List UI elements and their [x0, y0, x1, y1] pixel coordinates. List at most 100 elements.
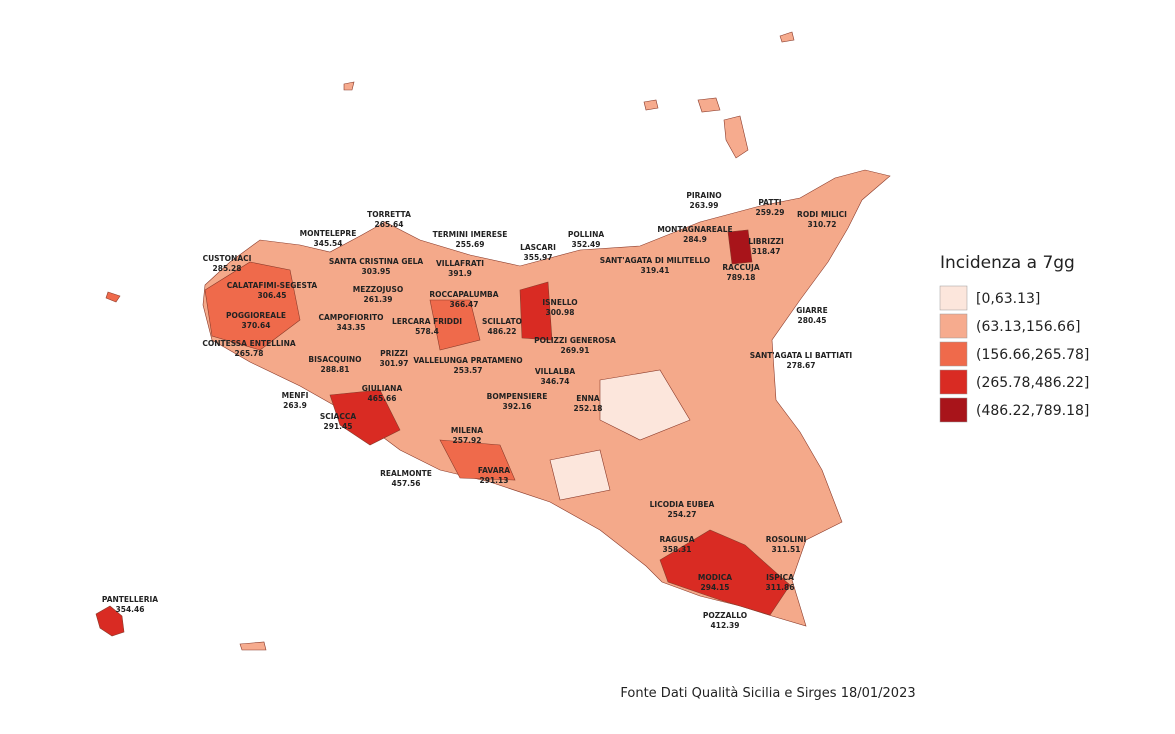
incidence-value: 278.67 — [787, 361, 816, 370]
place-name: TORRETTA — [367, 210, 411, 219]
place-name: REALMONTE — [380, 469, 432, 478]
place-name: LERCARA FRIDDI — [392, 317, 462, 326]
legend-swatch — [939, 285, 968, 311]
place-name: MODICA — [698, 573, 732, 582]
legend-label: (156.66,265.78] — [976, 347, 1089, 363]
place-name: VILLALBA — [535, 367, 575, 376]
incidence-value: 311.51 — [772, 545, 801, 554]
island-shapes — [95, 31, 891, 651]
incidence-value: 354.46 — [116, 605, 145, 614]
incidence-value: 352.49 — [572, 240, 601, 249]
legend-swatch — [939, 397, 968, 423]
region-patch — [519, 281, 553, 341]
incidence-value: 345.54 — [314, 239, 343, 248]
region-patch — [329, 389, 401, 446]
place-name: VALLELUNGA PRATAMENO — [413, 356, 522, 365]
incidence-value: 253.57 — [454, 366, 483, 375]
incidence-value: 789.18 — [727, 273, 756, 282]
place-name: LIBRIZZI — [748, 237, 784, 246]
legend-swatch — [939, 341, 968, 367]
region-patch — [659, 529, 791, 616]
incidence-value: 319.41 — [641, 266, 670, 275]
place-name: CALATAFIMI-SEGESTA — [227, 281, 318, 290]
incidence-value: 318.47 — [752, 247, 781, 256]
islet — [239, 641, 267, 651]
incidence-value: 310.72 — [808, 220, 837, 229]
place-name: LASCARI — [520, 243, 556, 252]
incidence-value: 301.97 — [380, 359, 409, 368]
legend-swatch — [939, 313, 968, 339]
incidence-value: 280.45 — [798, 316, 827, 325]
incidence-value: 346.74 — [541, 377, 570, 386]
legend-label: [0,63.13] — [976, 291, 1040, 307]
place-name: VILLAFRATI — [436, 259, 484, 268]
place-name: ISPICA — [766, 573, 794, 582]
place-name: PANTELLERIA — [102, 595, 158, 604]
place-name: TERMINI IMERESE — [433, 230, 508, 239]
incidence-value: 255.69 — [456, 240, 485, 249]
incidence-value: 257.92 — [453, 436, 482, 445]
incidence-value: 412.39 — [711, 621, 740, 630]
place-name: POLIZZI GENEROSA — [534, 336, 616, 345]
place-name: CAMPOFIORITO — [319, 313, 384, 322]
incidence-value: 370.64 — [242, 321, 271, 330]
incidence-value: 291.45 — [324, 422, 353, 431]
place-name: ROSOLINI — [766, 535, 807, 544]
region-patch — [429, 299, 481, 351]
incidence-value: 465.66 — [368, 394, 397, 403]
incidence-value: 288.81 — [321, 365, 350, 374]
place-name: ISNELLO — [542, 298, 577, 307]
incidence-value: 269.91 — [561, 346, 590, 355]
incidence-value: 343.35 — [337, 323, 366, 332]
incidence-value: 457.56 — [392, 479, 421, 488]
incidence-value: 263.99 — [690, 201, 719, 210]
incidence-value: 263.9 — [283, 401, 307, 410]
incidence-value: 392.16 — [503, 402, 532, 411]
place-name: MENFI — [282, 391, 309, 400]
incidence-value: 254.27 — [668, 510, 697, 519]
place-name: MILENA — [451, 426, 483, 435]
incidence-value: 261.39 — [364, 295, 393, 304]
incidence-value: 578.4 — [415, 327, 439, 336]
pantelleria — [95, 605, 125, 637]
place-name: FAVARA — [478, 466, 510, 475]
place-name: SCIACCA — [320, 412, 357, 421]
place-name: PIRAINO — [686, 191, 721, 200]
incidence-value: 294.15 — [701, 583, 730, 592]
legend-label: (63.13,156.66] — [976, 319, 1080, 335]
legend: [0,63.13] (63.13,156.66] (156.66,265.78] (2… — [939, 285, 1089, 423]
islet — [343, 81, 355, 91]
region-patch — [549, 449, 611, 501]
place-name: SCILLATO — [482, 317, 522, 326]
place-name: CUSTONACI — [203, 254, 252, 263]
place-name: RODI MILICI — [797, 210, 847, 219]
place-name: PRIZZI — [380, 349, 408, 358]
place-name: GIARRE — [796, 306, 827, 315]
incidence-value: 300.98 — [546, 308, 575, 317]
incidence-value: 391.9 — [448, 269, 472, 278]
legend-label: (486.22,789.18] — [976, 403, 1089, 419]
incidence-value: 358.31 — [663, 545, 692, 554]
place-name: LICODIA EUBEA — [650, 500, 715, 509]
place-name: MONTELEPRE — [300, 229, 357, 238]
place-name: POLLINA — [568, 230, 604, 239]
place-name: ROCCAPALUMBA — [429, 290, 498, 299]
islet — [723, 115, 749, 159]
place-name: BISACQUINO — [308, 355, 361, 364]
place-name: PATTI — [758, 198, 781, 207]
place-name: SANT'AGATA LI BATTIATI — [750, 351, 853, 360]
place-name: RACCUJA — [722, 263, 759, 272]
incidence-value: 265.78 — [235, 349, 264, 358]
legend-title: Incidenza a 7gg — [940, 253, 1075, 273]
region-patch — [204, 261, 301, 351]
incidence-value: 303.95 — [362, 267, 391, 276]
islet — [779, 31, 795, 43]
incidence-value: 291.13 — [480, 476, 509, 485]
place-name: SANT'AGATA DI MILITELLO — [600, 256, 710, 265]
incidence-value: 265.64 — [375, 220, 404, 229]
region-patch — [439, 439, 516, 481]
legend-label: (265.78,486.22] — [976, 375, 1089, 391]
incidence-value: 306.45 — [258, 291, 287, 300]
